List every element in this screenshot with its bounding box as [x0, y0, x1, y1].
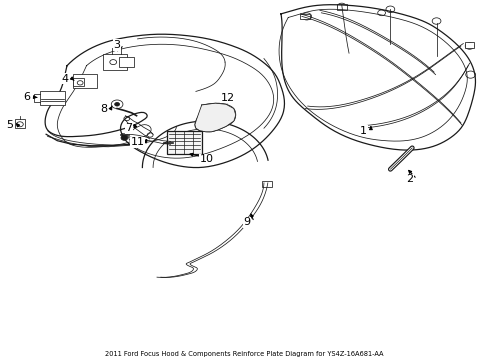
- Circle shape: [121, 135, 127, 140]
- FancyBboxPatch shape: [15, 119, 25, 128]
- Text: 11: 11: [130, 138, 144, 148]
- Text: 12: 12: [220, 93, 234, 103]
- FancyBboxPatch shape: [336, 4, 346, 10]
- FancyBboxPatch shape: [464, 42, 473, 48]
- FancyBboxPatch shape: [300, 14, 309, 19]
- Text: 7: 7: [125, 123, 132, 133]
- FancyBboxPatch shape: [166, 131, 201, 154]
- Text: 5: 5: [7, 120, 14, 130]
- Text: 6: 6: [23, 92, 30, 102]
- Text: 1: 1: [359, 126, 366, 136]
- FancyBboxPatch shape: [73, 78, 84, 86]
- Polygon shape: [195, 103, 235, 132]
- FancyBboxPatch shape: [40, 91, 64, 105]
- Circle shape: [115, 103, 119, 106]
- Text: 3: 3: [113, 40, 121, 50]
- FancyBboxPatch shape: [119, 58, 133, 67]
- Text: 8: 8: [100, 104, 107, 113]
- Text: 9: 9: [243, 217, 250, 227]
- Text: 2: 2: [406, 174, 412, 184]
- FancyBboxPatch shape: [261, 181, 272, 187]
- Text: 4: 4: [61, 73, 68, 84]
- Text: 2011 Ford Focus Hood & Components Reinforce Plate Diagram for YS4Z-16A681-AA: 2011 Ford Focus Hood & Components Reinfo…: [105, 351, 383, 357]
- FancyBboxPatch shape: [103, 54, 126, 70]
- FancyBboxPatch shape: [73, 74, 97, 88]
- Text: 10: 10: [199, 154, 213, 164]
